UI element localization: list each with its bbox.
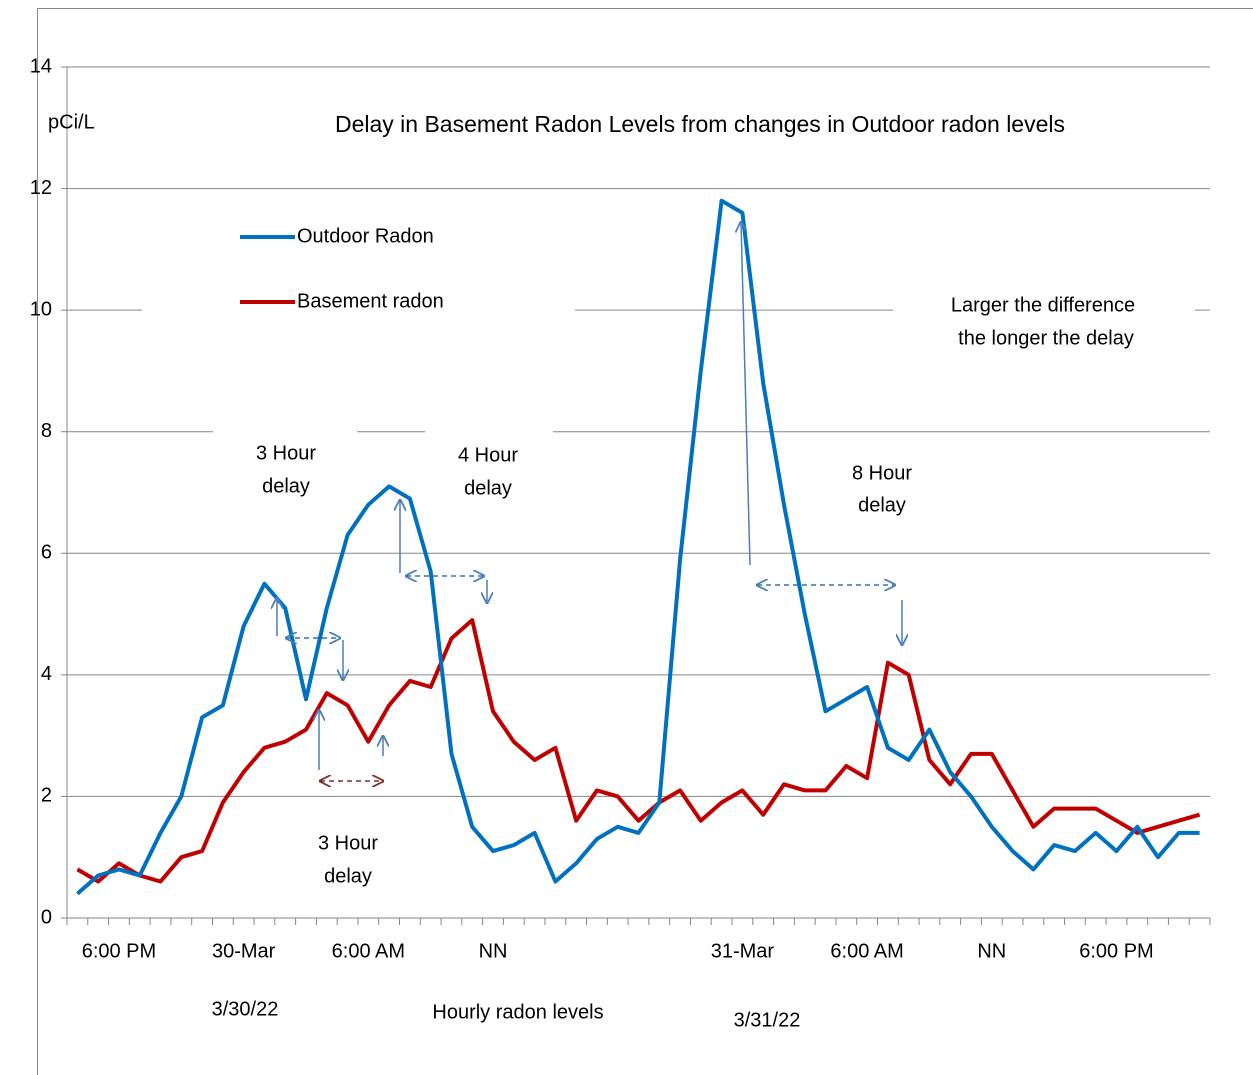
y-axis-label: pCi/L bbox=[48, 111, 95, 133]
annotation: 3 Hour bbox=[318, 832, 378, 854]
x-tick-label: 31-Mar bbox=[711, 940, 775, 962]
annotation: the longer the delay bbox=[958, 327, 1134, 349]
data-line bbox=[76, 618, 1201, 884]
legend-label: Outdoor Radon bbox=[297, 225, 434, 247]
annotation: 3 Hour bbox=[256, 442, 316, 464]
date-label: 3/30/22 bbox=[212, 998, 279, 1020]
chart-title: Delay in Basement Radon Levels from chan… bbox=[335, 111, 1065, 137]
annotation: 4 Hour bbox=[458, 444, 518, 466]
x-tick-label: 6:00 AM bbox=[332, 940, 405, 962]
annotation: delay bbox=[262, 475, 310, 497]
x-tick-label: NN bbox=[479, 940, 508, 962]
data-line bbox=[76, 198, 1200, 896]
date-label: 3/31/22 bbox=[734, 1009, 801, 1031]
annotation: delay bbox=[464, 477, 512, 499]
y-tick-label: 12 bbox=[30, 177, 52, 199]
y-tick-label: 0 bbox=[41, 906, 52, 928]
annotation: Larger the difference bbox=[951, 294, 1135, 316]
annotation: delay bbox=[324, 865, 372, 887]
annotation: 8 Hour bbox=[852, 462, 912, 484]
y-tick-label: 10 bbox=[30, 298, 52, 320]
x-tick-label: 6:00 PM bbox=[1079, 940, 1153, 962]
x-tick-label: NN bbox=[977, 940, 1006, 962]
y-tick-label: 4 bbox=[41, 663, 52, 685]
x-tick-label: 6:00 PM bbox=[82, 940, 156, 962]
y-tick-label: 8 bbox=[41, 420, 52, 442]
x-tick-label: 6:00 AM bbox=[830, 940, 903, 962]
y-tick-label: 2 bbox=[41, 785, 52, 807]
y-tick-label: 6 bbox=[41, 542, 52, 564]
legend-label: Basement radon bbox=[297, 290, 444, 312]
x-tick-label: 30-Mar bbox=[212, 940, 276, 962]
annotation: delay bbox=[858, 494, 906, 516]
annotation-arrows bbox=[277, 222, 902, 781]
x-axis-label: Hourly radon levels bbox=[432, 1001, 603, 1023]
frame bbox=[37, 8, 1253, 1075]
y-tick-label: 14 bbox=[30, 55, 52, 77]
label-backgrounds bbox=[142, 205, 1195, 505]
